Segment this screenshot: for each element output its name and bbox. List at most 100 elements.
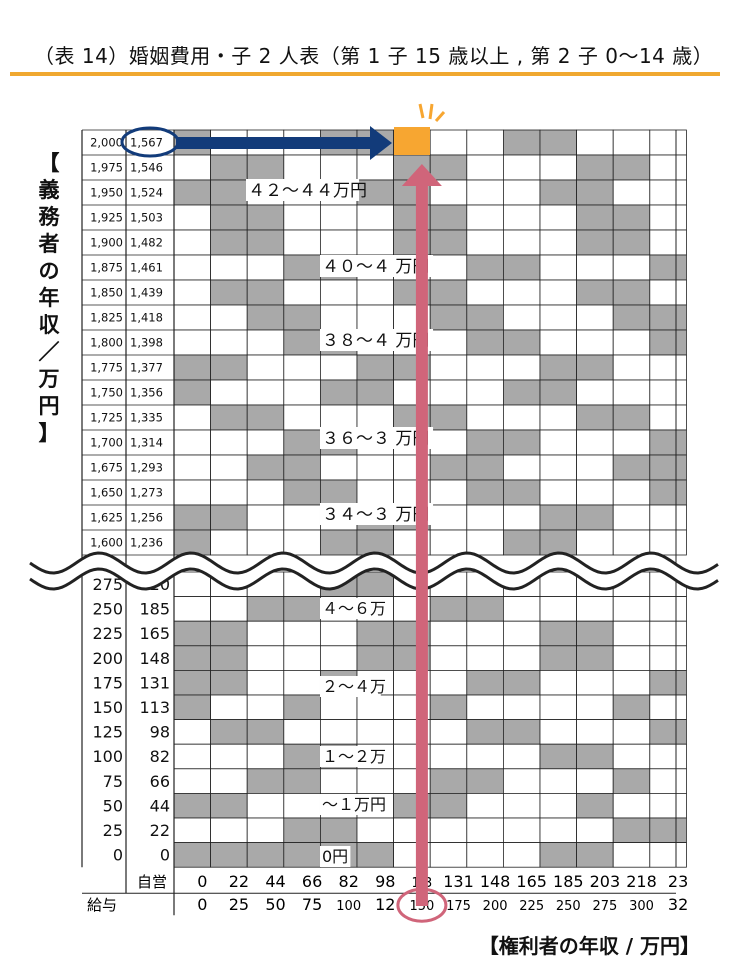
y-tick-label-jiei: 1,356 bbox=[130, 386, 163, 400]
x-tick-label-kyuyo: 200 bbox=[483, 899, 508, 914]
y-tick-label-jiei: 98 bbox=[150, 723, 170, 742]
table-cell bbox=[210, 842, 248, 868]
y-tick-label-jiei: 1,503 bbox=[130, 211, 163, 225]
table-cell bbox=[649, 179, 687, 206]
y-tick-label-jiei: 1,236 bbox=[130, 536, 163, 550]
table-cell bbox=[539, 304, 577, 331]
table-cell bbox=[539, 842, 577, 868]
table-cell bbox=[173, 768, 211, 794]
y-axis-title-char: 万 bbox=[38, 367, 60, 391]
table-cell bbox=[466, 719, 504, 745]
table-cell bbox=[356, 694, 394, 721]
table-cell bbox=[246, 429, 285, 456]
y-tick-label-kyuyo: 25 bbox=[103, 821, 123, 840]
y-tick-label-jiei: 1,335 bbox=[130, 411, 163, 425]
table-cell bbox=[246, 620, 285, 647]
table-cell bbox=[210, 479, 248, 506]
y-tick-label-kyuyo: 275 bbox=[92, 575, 123, 594]
table-cell bbox=[246, 479, 285, 506]
band-label-bg bbox=[320, 794, 381, 815]
table-cell bbox=[429, 254, 468, 281]
table-cell bbox=[612, 768, 651, 794]
y-axis-title-char: 者 bbox=[38, 232, 60, 256]
table-cell bbox=[173, 379, 211, 406]
band-label: ３６〜３ 万円 bbox=[322, 429, 429, 449]
table-cell bbox=[173, 329, 211, 356]
table-cell bbox=[283, 204, 321, 231]
x-tick-label-jiei: 82 bbox=[339, 872, 359, 891]
table-cell bbox=[612, 596, 651, 622]
table-cell bbox=[173, 229, 211, 256]
table-cell bbox=[576, 404, 614, 431]
table-cell bbox=[173, 793, 211, 819]
table-cell bbox=[576, 379, 614, 406]
y-tick-label-kyuyo: 150 bbox=[92, 698, 123, 717]
axis-break-fill bbox=[30, 553, 720, 589]
table-cell bbox=[173, 670, 211, 696]
table-cell bbox=[210, 768, 248, 794]
table-cell bbox=[173, 529, 211, 556]
y-tick-label-jiei: 1,293 bbox=[130, 461, 163, 475]
table-cell bbox=[539, 229, 577, 256]
x-tick-label-jiei: 218 bbox=[626, 872, 657, 891]
y-tick-label-kyuyo: 125 bbox=[92, 723, 123, 742]
table-cell bbox=[429, 719, 468, 745]
table-cell bbox=[539, 404, 577, 431]
table-cell bbox=[356, 719, 394, 745]
table-cell bbox=[356, 154, 394, 181]
table-cell bbox=[612, 454, 651, 481]
table-cell bbox=[283, 596, 321, 622]
y-tick-label-jiei: 0 bbox=[160, 846, 170, 865]
table-cell bbox=[576, 304, 614, 331]
table-cell bbox=[173, 842, 211, 868]
y-tick-label-jiei: 1,546 bbox=[130, 161, 163, 175]
x-tick-label-jiei: 131 bbox=[443, 872, 474, 891]
table-cell bbox=[429, 817, 468, 844]
table-cell bbox=[502, 743, 541, 770]
band-label: ２〜４万 bbox=[322, 677, 386, 696]
x-tick-label-kyuyo: 50 bbox=[265, 895, 285, 914]
table-cell bbox=[502, 620, 541, 647]
y-tick-label-kyuyo: 1,600 bbox=[90, 536, 123, 550]
x-tick-label-jiei: 148 bbox=[480, 872, 511, 891]
table-cell bbox=[612, 304, 651, 331]
table-cell bbox=[502, 304, 541, 331]
table-cell bbox=[356, 229, 394, 256]
table-cell bbox=[173, 254, 211, 281]
table-cell bbox=[466, 596, 504, 622]
y-tick-label-kyuyo: 1,725 bbox=[90, 411, 123, 425]
table-cell bbox=[210, 529, 248, 556]
table-cell bbox=[173, 279, 211, 306]
table-cell bbox=[429, 793, 468, 819]
table-cell bbox=[210, 279, 248, 306]
table-cell bbox=[502, 379, 541, 406]
table-cell bbox=[356, 304, 394, 331]
table-cell bbox=[649, 793, 687, 819]
table-cell bbox=[502, 254, 541, 281]
highlight-cell bbox=[394, 127, 430, 155]
y-axis-title: 【義務者の年収 ／ 万円】 bbox=[36, 150, 62, 447]
table-cell bbox=[502, 793, 541, 819]
table-cell bbox=[246, 354, 285, 381]
band-label: ４２〜４４万円 bbox=[248, 181, 367, 201]
x-tick-label-jiei: 23 bbox=[668, 872, 688, 891]
table-cell bbox=[539, 254, 577, 281]
table-cell bbox=[173, 204, 211, 231]
table-cell bbox=[319, 379, 358, 406]
table-cell bbox=[576, 743, 614, 770]
table-cell bbox=[210, 504, 248, 531]
table-cell bbox=[319, 229, 358, 256]
table-cell bbox=[576, 479, 614, 506]
x-tick-label-kyuyo: 100 bbox=[336, 899, 361, 914]
table-cell bbox=[649, 504, 687, 531]
table-cell bbox=[576, 429, 614, 456]
y-axis-title-char: ／ bbox=[38, 340, 60, 364]
table-cell bbox=[429, 479, 468, 506]
table-cell bbox=[466, 279, 504, 306]
table-cell bbox=[429, 154, 468, 181]
x-row-label-jiei: 自営 bbox=[137, 873, 167, 891]
y-tick-label-jiei: 66 bbox=[150, 772, 170, 791]
table-cell bbox=[649, 129, 687, 156]
table-cell bbox=[466, 670, 504, 696]
table-cell bbox=[246, 404, 285, 431]
